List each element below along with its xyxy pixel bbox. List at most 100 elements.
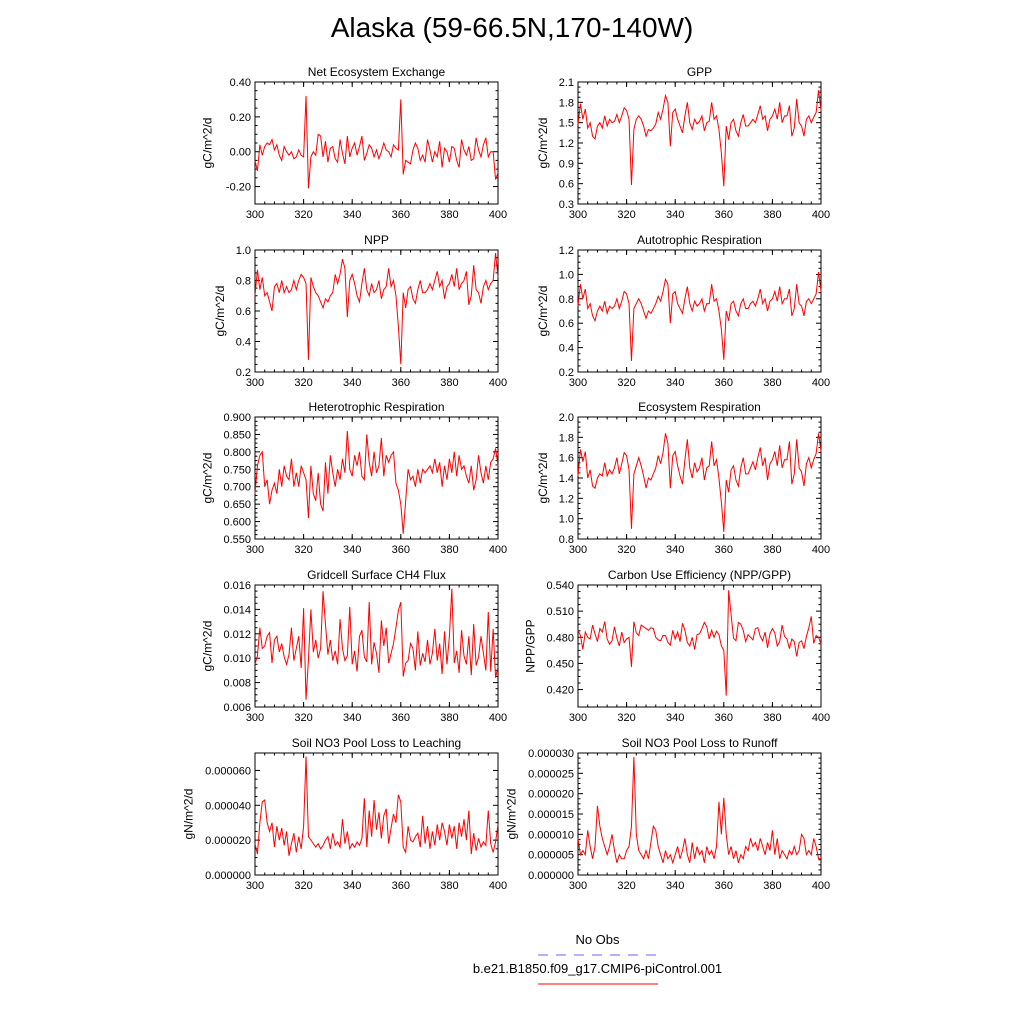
y-tick-label: 0.510 xyxy=(546,606,574,618)
series-line xyxy=(577,757,821,865)
y-tick-label: 0.8 xyxy=(236,276,251,288)
x-tick-label: 360 xyxy=(392,880,410,892)
y-axis-label: gC/m^2/d xyxy=(201,453,215,504)
series-line xyxy=(254,756,499,856)
x-tick-label: 320 xyxy=(617,377,635,389)
x-tick-label: 300 xyxy=(246,880,264,892)
y-tick-label: 0.000025 xyxy=(528,768,574,780)
chart-panel-2: GPP 300 320 340 360 380 400 0.3 0.6 0.9 1.2 1.5 1.8 2… xyxy=(536,65,830,221)
y-tick-label: 0.6 xyxy=(559,179,574,191)
x-tick-label: 380 xyxy=(440,377,458,389)
x-tick-label: 320 xyxy=(617,880,635,892)
x-tick-label: 300 xyxy=(569,544,587,556)
y-tick-label: 0.000060 xyxy=(205,765,251,777)
series-line xyxy=(577,433,822,532)
y-tick-label: 1.8 xyxy=(559,432,574,444)
y-tick-label: 0.420 xyxy=(546,685,574,697)
x-tick-label: 380 xyxy=(440,880,458,892)
panel-title: NPP xyxy=(364,233,389,247)
x-tick-label: 400 xyxy=(812,544,830,556)
x-tick-label: 380 xyxy=(763,209,781,221)
x-tick-label: 400 xyxy=(489,544,507,556)
chart-panel-6: Ecosystem Respiration 300 320 340 360 380 400 0… xyxy=(536,400,830,556)
y-tick-label: 0.450 xyxy=(546,658,574,670)
y-tick-label: 0.000000 xyxy=(205,870,251,882)
panel-title: Soil NO3 Pool Loss to Runoff xyxy=(622,736,779,750)
chart-panel-5: Heterotrophic Respiration 300 320 340 360 380… xyxy=(201,400,508,556)
y-tick-label: 0.6 xyxy=(559,318,574,330)
x-tick-label: 400 xyxy=(489,209,507,221)
series-line xyxy=(577,271,822,362)
x-tick-label: 400 xyxy=(489,712,507,724)
plot-frame xyxy=(254,752,499,876)
y-tick-label: 0.006 xyxy=(223,702,251,714)
y-tick-label: 0.4 xyxy=(559,343,574,355)
y-tick-label: 0.000010 xyxy=(528,829,574,841)
y-tick-label: 0.2 xyxy=(559,367,574,379)
y-tick-label: 0.540 xyxy=(546,580,574,592)
panel-title: Autotrophic Respiration xyxy=(637,233,762,247)
x-tick-label: 380 xyxy=(763,712,781,724)
chart-panel-4: Autotrophic Respiration 300 320 340 360 380 40… xyxy=(536,233,830,389)
x-tick-label: 300 xyxy=(246,377,264,389)
x-tick-label: 400 xyxy=(812,209,830,221)
panel-title: Net Ecosystem Exchange xyxy=(308,65,446,79)
y-axis-label: gC/m^2/d xyxy=(213,286,227,337)
y-tick-label: 1.2 xyxy=(559,138,574,150)
legend-model-label: b.e21.B1850.f09_g17.CMIP6-piControl.001 xyxy=(472,961,723,976)
x-tick-label: 380 xyxy=(763,544,781,556)
chart-panel-7: Gridcell Surface CH4 Flux 300 320 340 360 380… xyxy=(201,568,508,724)
y-tick-label: 0.800 xyxy=(223,447,251,459)
x-tick-label: 360 xyxy=(392,544,410,556)
y-tick-label: 0.4 xyxy=(236,337,251,349)
x-tick-label: 320 xyxy=(617,544,635,556)
x-tick-label: 400 xyxy=(812,880,830,892)
series-line xyxy=(254,95,499,189)
y-tick-label: 0.650 xyxy=(223,499,251,511)
y-axis-label: gN/m^2/d xyxy=(182,789,196,840)
series-line xyxy=(254,588,499,700)
x-tick-label: 400 xyxy=(812,712,830,724)
y-tick-label: 0.000020 xyxy=(205,835,251,847)
plot-frame xyxy=(577,584,822,708)
plot-frame xyxy=(254,249,499,373)
y-tick-label: 0.900 xyxy=(223,412,251,424)
y-tick-label: 0.850 xyxy=(223,429,251,441)
y-tick-label: 1.8 xyxy=(559,97,574,109)
chart-panel-9: Soil NO3 Pool Loss to Leaching 300 320 340 3… xyxy=(182,736,508,892)
x-tick-label: 360 xyxy=(392,209,410,221)
y-tick-label: 0.480 xyxy=(546,632,574,644)
x-tick-label: 340 xyxy=(343,880,361,892)
x-tick-label: 320 xyxy=(617,712,635,724)
x-tick-label: 360 xyxy=(715,209,733,221)
y-tick-label: 1.0 xyxy=(559,514,574,526)
page-title: Alaska (59-66.5N,170-140W) xyxy=(330,12,694,43)
x-tick-label: 340 xyxy=(666,209,684,221)
x-tick-label: 300 xyxy=(246,209,264,221)
y-tick-label: 0.550 xyxy=(223,534,251,546)
x-tick-label: 320 xyxy=(294,377,312,389)
y-tick-label: 0.40 xyxy=(230,77,251,89)
panel-title: Soil NO3 Pool Loss to Leaching xyxy=(292,736,461,750)
x-tick-label: 320 xyxy=(294,209,312,221)
y-tick-label: 0.000005 xyxy=(528,850,574,862)
series-line xyxy=(577,590,822,696)
x-tick-label: 380 xyxy=(440,544,458,556)
y-tick-label: 1.4 xyxy=(559,473,574,485)
x-tick-label: 340 xyxy=(343,544,361,556)
series-line xyxy=(254,253,499,365)
y-tick-label: 0.3 xyxy=(559,199,574,211)
y-axis-label: gC/m^2/d xyxy=(536,453,550,504)
x-tick-label: 400 xyxy=(489,880,507,892)
x-tick-label: 400 xyxy=(489,377,507,389)
y-tick-label: 0.000040 xyxy=(205,800,251,812)
x-tick-label: 320 xyxy=(294,880,312,892)
y-tick-label: 1.2 xyxy=(559,493,574,505)
y-tick-label: 0.8 xyxy=(559,294,574,306)
y-tick-label: 0.014 xyxy=(223,604,251,616)
y-tick-label: 0.000020 xyxy=(528,789,574,801)
x-tick-label: 340 xyxy=(343,209,361,221)
legend-obs-label: No Obs xyxy=(575,932,620,947)
y-tick-label: 0.00 xyxy=(230,147,251,159)
x-tick-label: 360 xyxy=(715,544,733,556)
